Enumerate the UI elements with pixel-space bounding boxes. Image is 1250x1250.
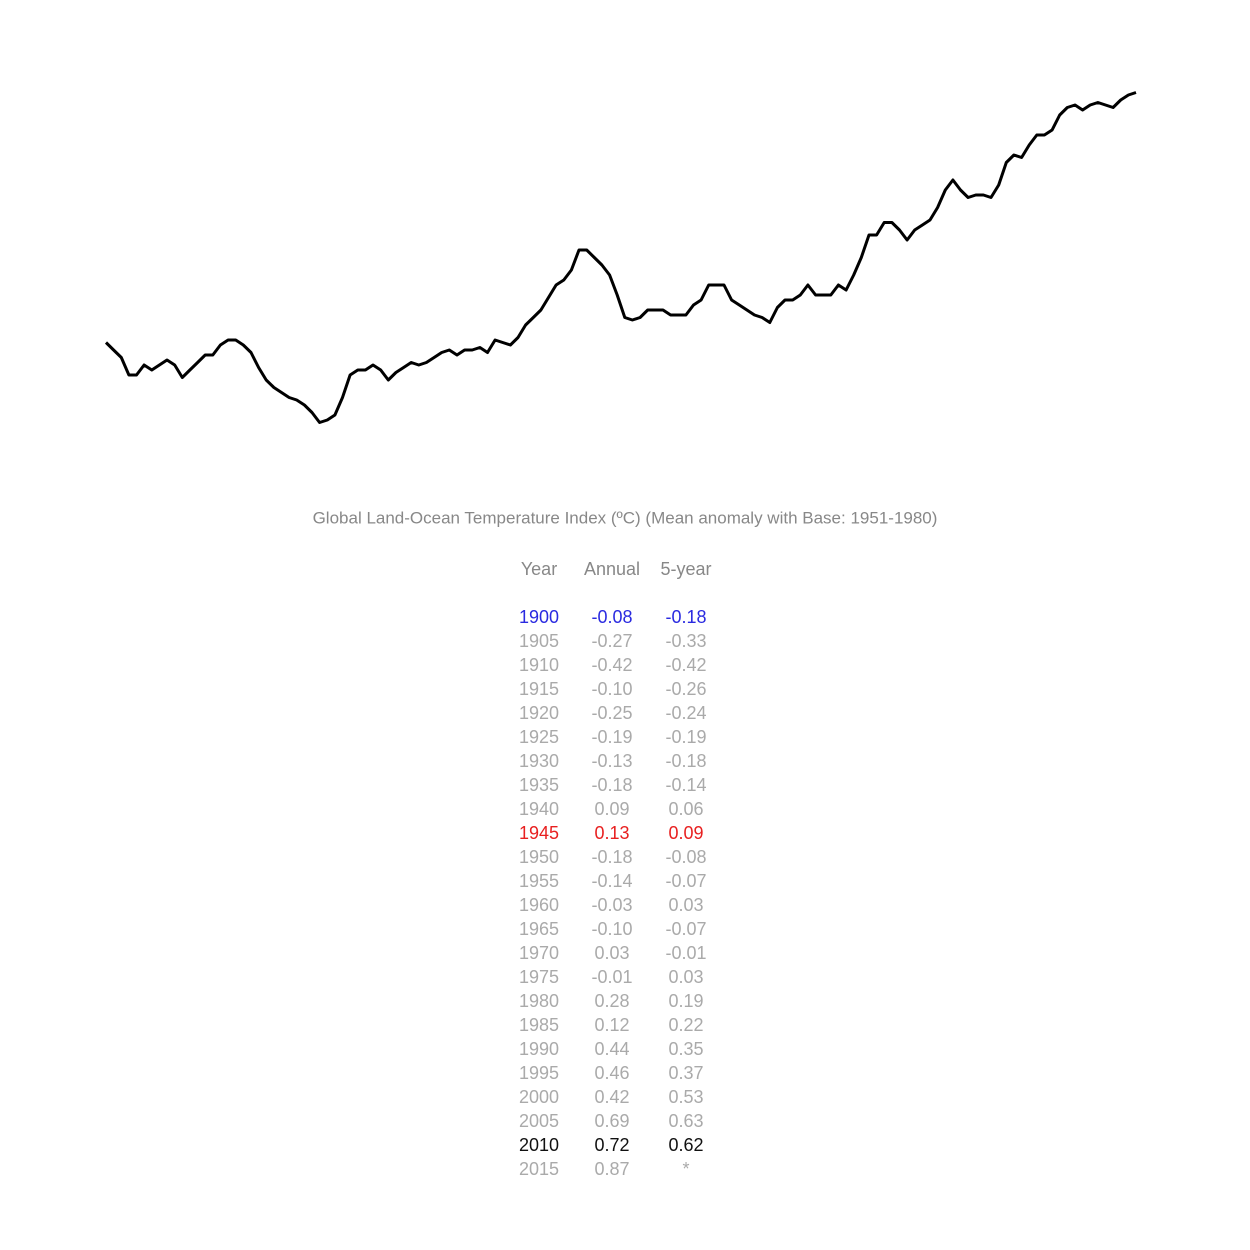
- table-cell: -0.08: [665, 847, 706, 867]
- table-cell: 1900: [519, 607, 559, 627]
- table-cell: 0.09: [668, 823, 703, 843]
- table-cell: 0.37: [668, 1063, 703, 1083]
- table-cell: 0.87: [594, 1159, 629, 1179]
- table-cell: -0.18: [591, 847, 632, 867]
- table-cell: -0.13: [591, 751, 632, 771]
- table-cell: -0.26: [665, 679, 706, 699]
- table-cell: 1950: [519, 847, 559, 867]
- table-cell: -0.18: [591, 775, 632, 795]
- table-cell: -0.03: [591, 895, 632, 915]
- column-header: 5-year: [660, 559, 711, 579]
- table-cell: -0.19: [665, 727, 706, 747]
- table-cell: 0.63: [668, 1111, 703, 1131]
- table-cell: -0.08: [591, 607, 632, 627]
- table-cell: 1935: [519, 775, 559, 795]
- table-cell: -0.14: [591, 871, 632, 891]
- table-cell: 1930: [519, 751, 559, 771]
- table-cell: 0.06: [668, 799, 703, 819]
- table-cell: 0.72: [594, 1135, 629, 1155]
- table-cell: 2015: [519, 1159, 559, 1179]
- table-cell: -0.18: [665, 751, 706, 771]
- table-cell: -0.01: [665, 943, 706, 963]
- table-cell: 1925: [519, 727, 559, 747]
- table-cell: 0.22: [668, 1015, 703, 1035]
- table-cell: 1995: [519, 1063, 559, 1083]
- column-header: Year: [521, 559, 557, 579]
- table-cell: 1960: [519, 895, 559, 915]
- table-cell: -0.14: [665, 775, 706, 795]
- table-cell: 0.53: [668, 1087, 703, 1107]
- table-cell: 0.62: [668, 1135, 703, 1155]
- table-cell: -0.07: [665, 871, 706, 891]
- table-cell: -0.19: [591, 727, 632, 747]
- table-cell: 0.12: [594, 1015, 629, 1035]
- table-cell: 1965: [519, 919, 559, 939]
- table-cell: 0.09: [594, 799, 629, 819]
- table-cell: 0.69: [594, 1111, 629, 1131]
- table-cell: 1920: [519, 703, 559, 723]
- table-cell: 0.42: [594, 1087, 629, 1107]
- table-cell: -0.25: [591, 703, 632, 723]
- table-cell: *: [682, 1159, 689, 1179]
- table-cell: -0.10: [591, 919, 632, 939]
- table-cell: 0.46: [594, 1063, 629, 1083]
- table-cell: 0.44: [594, 1039, 629, 1059]
- table-title: Global Land-Ocean Temperature Index (ºC)…: [313, 508, 938, 527]
- table-cell: -0.18: [665, 607, 706, 627]
- table-cell: 1955: [519, 871, 559, 891]
- table-cell: 1985: [519, 1015, 559, 1035]
- table-cell: 1945: [519, 823, 559, 843]
- table-cell: 0.28: [594, 991, 629, 1011]
- table-cell: -0.01: [591, 967, 632, 987]
- table-cell: 2010: [519, 1135, 559, 1155]
- table-cell: 1905: [519, 631, 559, 651]
- table-cell: -0.10: [591, 679, 632, 699]
- table-cell: 0.03: [594, 943, 629, 963]
- table-cell: 2000: [519, 1087, 559, 1107]
- table-cell: 0.19: [668, 991, 703, 1011]
- table-cell: -0.27: [591, 631, 632, 651]
- table-cell: 0.13: [594, 823, 629, 843]
- table-cell: 1975: [519, 967, 559, 987]
- table-cell: -0.07: [665, 919, 706, 939]
- table-cell: 1990: [519, 1039, 559, 1059]
- table-cell: 1915: [519, 679, 559, 699]
- table-cell: -0.42: [665, 655, 706, 675]
- table-cell: 0.35: [668, 1039, 703, 1059]
- table-cell: -0.33: [665, 631, 706, 651]
- table-cell: -0.24: [665, 703, 706, 723]
- temperature-line: [104, 91, 1137, 424]
- table-cell: 2005: [519, 1111, 559, 1131]
- table-cell: 1980: [519, 991, 559, 1011]
- column-header: Annual: [584, 559, 640, 579]
- table-cell: -0.42: [591, 655, 632, 675]
- table-cell: 1910: [519, 655, 559, 675]
- table-cell: 1970: [519, 943, 559, 963]
- table-cell: 0.03: [668, 895, 703, 915]
- table-cell: 1940: [519, 799, 559, 819]
- table-cell: 0.03: [668, 967, 703, 987]
